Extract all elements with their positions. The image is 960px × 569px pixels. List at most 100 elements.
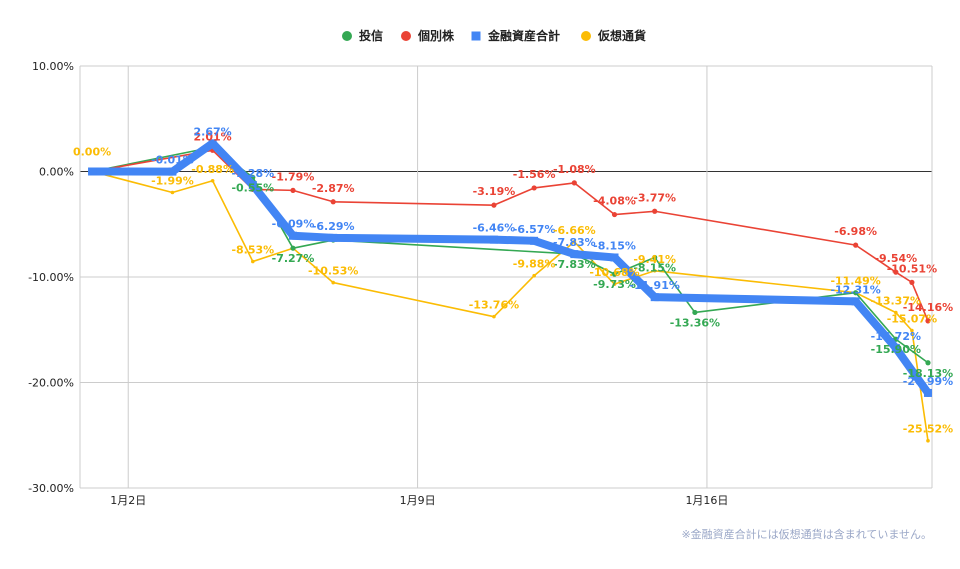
data-label: -13.76% bbox=[469, 299, 519, 312]
data-point bbox=[853, 290, 859, 296]
legend-item: 個別株 bbox=[401, 28, 455, 43]
data-label: -10.68% bbox=[589, 266, 639, 279]
data-label: -6.29% bbox=[312, 220, 355, 233]
footnote: ※金融資産合計には仮想通貨は含まれていません。 bbox=[681, 527, 932, 541]
data-point bbox=[652, 208, 658, 214]
data-point bbox=[88, 167, 97, 176]
data-label: -10.51% bbox=[887, 262, 937, 275]
legend-item: 投信 bbox=[342, 28, 383, 43]
data-label: -0.88% bbox=[191, 163, 234, 176]
y-tick-label: -30.00% bbox=[28, 482, 74, 495]
data-point bbox=[531, 185, 537, 191]
data-point bbox=[329, 233, 338, 242]
data-point bbox=[891, 343, 900, 352]
data-label: -9.73% bbox=[593, 278, 636, 291]
data-label: -13.37% bbox=[871, 295, 921, 308]
x-tick-label: 1月2日 bbox=[110, 494, 146, 507]
data-label: -0.01% bbox=[151, 154, 194, 167]
data-point bbox=[168, 167, 177, 176]
data-point bbox=[248, 181, 257, 190]
data-point bbox=[290, 245, 296, 251]
data-point bbox=[571, 180, 577, 186]
legend: 投信 個別株 金融資産合計 仮想通貨 bbox=[342, 28, 646, 43]
data-label: -1.79% bbox=[272, 170, 315, 183]
data-label: -6.57% bbox=[513, 223, 556, 236]
data-label: -10.53% bbox=[308, 265, 358, 278]
data-label: -4.08% bbox=[593, 195, 636, 208]
y-tick-label: 10.00% bbox=[32, 60, 74, 73]
data-point bbox=[289, 231, 297, 240]
data-point bbox=[489, 235, 498, 244]
y-tick-label: -20.00% bbox=[28, 377, 74, 390]
data-label: -2.87% bbox=[312, 182, 355, 195]
data-point bbox=[210, 178, 215, 183]
legend-label: 個別株 bbox=[417, 28, 455, 43]
axes: 10.00% 0.00% -10.00% -20.00% -30.00% 1月2日 1月9日… bbox=[28, 60, 728, 507]
data-point bbox=[491, 202, 497, 208]
data-label: -8.15% bbox=[633, 261, 676, 274]
data-label: -6.98% bbox=[834, 225, 877, 238]
series-line-2 bbox=[88, 139, 932, 397]
data-label: 0.00% bbox=[73, 146, 111, 159]
legend-item: 金融資産合計 bbox=[471, 28, 560, 43]
data-point bbox=[572, 239, 577, 244]
data-label: -20.99% bbox=[903, 375, 953, 388]
data-label: -1.28% bbox=[231, 167, 274, 180]
series-line-0 bbox=[91, 146, 929, 364]
data-point bbox=[330, 199, 336, 205]
data-point bbox=[611, 271, 618, 277]
data-point bbox=[612, 282, 617, 286]
data-label: -15.90% bbox=[871, 343, 921, 356]
data-label: -7.83% bbox=[553, 236, 596, 249]
data-point bbox=[251, 259, 255, 264]
x-tick-label: 1月16日 bbox=[685, 494, 728, 507]
data-point bbox=[910, 328, 914, 333]
data-labels: -0.55% -7.27% -7.83% -9.73% -8.15% -13.36% -15… bbox=[73, 125, 953, 435]
data-point bbox=[923, 388, 932, 397]
data-point bbox=[926, 438, 930, 443]
legend-marker bbox=[342, 31, 352, 41]
data-label: -3.19% bbox=[473, 185, 516, 198]
data-label: -15.07% bbox=[887, 312, 937, 325]
y-tick-label: 0.00% bbox=[39, 166, 74, 179]
data-point bbox=[894, 310, 898, 315]
data-label: -1.56% bbox=[513, 168, 556, 181]
data-point bbox=[650, 293, 659, 302]
data-point bbox=[532, 273, 536, 278]
data-label: -11.91% bbox=[630, 279, 680, 292]
data-label: -8.53% bbox=[231, 243, 274, 256]
data-label: -8.15% bbox=[593, 239, 636, 252]
data-label: -1.08% bbox=[553, 163, 596, 176]
data-point bbox=[893, 269, 899, 275]
data-label: -16.72% bbox=[871, 330, 921, 343]
legend-label: 金融資産合計 bbox=[487, 28, 560, 43]
data-label: -25.52% bbox=[903, 423, 953, 436]
data-label: -11.49% bbox=[830, 275, 880, 288]
data-point bbox=[530, 236, 539, 245]
legend-label: 投信 bbox=[359, 28, 383, 43]
data-label: -18.13% bbox=[903, 367, 953, 380]
data-point bbox=[692, 309, 698, 316]
data-point bbox=[909, 279, 915, 285]
legend-label: 仮想通貨 bbox=[597, 28, 646, 43]
legend-marker bbox=[581, 31, 591, 41]
data-label: -6.66% bbox=[553, 224, 596, 237]
y-tick-label: -10.00% bbox=[28, 271, 74, 284]
data-label: -6.46% bbox=[473, 222, 516, 235]
data-point bbox=[290, 187, 296, 193]
data-point bbox=[853, 242, 859, 248]
data-label: -14.16% bbox=[903, 301, 953, 314]
data-label: -13.36% bbox=[670, 316, 720, 329]
data-label: -9.41% bbox=[633, 253, 676, 266]
data-label: 2.67% bbox=[194, 125, 232, 138]
data-label: -7.83% bbox=[553, 258, 596, 271]
data-label: -6.09% bbox=[272, 218, 315, 231]
data-point bbox=[331, 280, 335, 285]
legend-marker bbox=[401, 31, 411, 41]
x-tick-label: 1月9日 bbox=[400, 494, 436, 507]
data-point bbox=[492, 314, 496, 319]
data-point bbox=[652, 254, 658, 261]
data-label: -12.31% bbox=[830, 283, 880, 296]
data-point bbox=[611, 211, 618, 218]
